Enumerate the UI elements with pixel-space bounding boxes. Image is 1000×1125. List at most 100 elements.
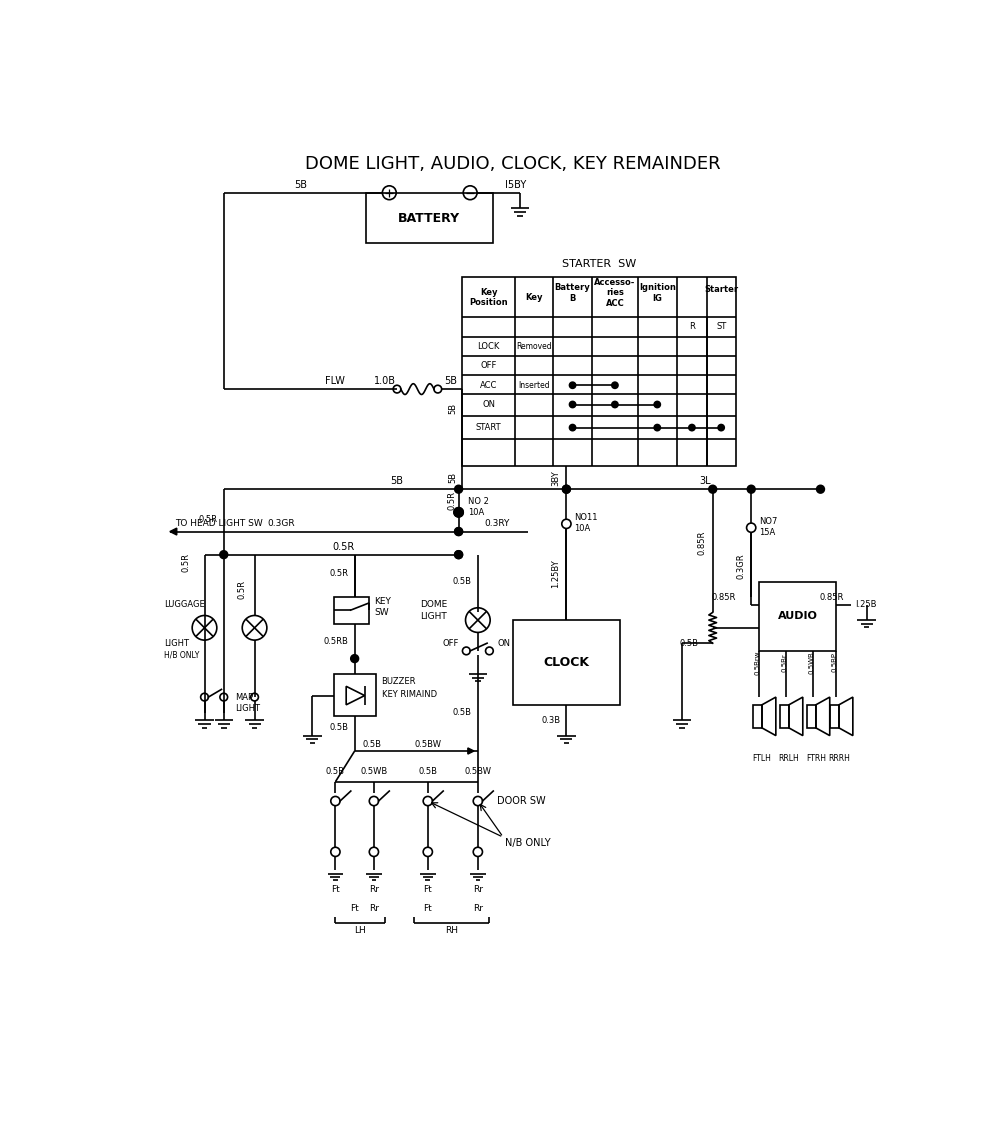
Text: LH: LH bbox=[354, 926, 366, 935]
Text: 0.5Brw: 0.5Brw bbox=[754, 650, 760, 675]
Text: N/B ONLY: N/B ONLY bbox=[505, 838, 550, 848]
Text: Rr: Rr bbox=[473, 904, 483, 914]
Text: 0.5B: 0.5B bbox=[362, 740, 381, 749]
Text: 0.5BP: 0.5BP bbox=[831, 652, 837, 673]
Circle shape bbox=[718, 424, 724, 431]
Text: STARTER  SW: STARTER SW bbox=[562, 259, 636, 269]
Text: 10A: 10A bbox=[574, 524, 590, 533]
Text: Ft: Ft bbox=[423, 885, 432, 894]
Text: FTLH: FTLH bbox=[753, 754, 771, 763]
Text: 0.5RB: 0.5RB bbox=[324, 637, 348, 646]
Text: DOOR SW: DOOR SW bbox=[497, 796, 546, 806]
Text: I5BY: I5BY bbox=[505, 180, 526, 190]
Polygon shape bbox=[468, 748, 474, 754]
Text: KEY RIMAIND: KEY RIMAIND bbox=[382, 690, 437, 699]
Text: LIGHT: LIGHT bbox=[235, 704, 260, 713]
Text: 0.85R: 0.85R bbox=[819, 593, 844, 602]
Bar bbox=[334, 674, 376, 717]
Text: NO 2: NO 2 bbox=[468, 497, 489, 506]
Text: LUGGAGE: LUGGAGE bbox=[164, 601, 205, 610]
Text: 3BY: 3BY bbox=[551, 470, 560, 486]
Text: 0.5R: 0.5R bbox=[329, 569, 348, 578]
Text: Inserted: Inserted bbox=[518, 380, 550, 389]
Text: Battery
B: Battery B bbox=[555, 284, 590, 303]
Text: Rr: Rr bbox=[369, 885, 379, 894]
Text: Rr: Rr bbox=[473, 885, 483, 894]
Circle shape bbox=[817, 485, 824, 493]
Circle shape bbox=[563, 485, 570, 493]
Text: 0.5WB: 0.5WB bbox=[808, 651, 814, 674]
Text: 0.5R: 0.5R bbox=[238, 579, 247, 598]
Text: 0.3RY: 0.3RY bbox=[484, 520, 510, 529]
Circle shape bbox=[220, 551, 228, 558]
Text: 0.3GR: 0.3GR bbox=[268, 520, 295, 529]
Text: Ignition
IG: Ignition IG bbox=[639, 284, 676, 303]
Text: 5B: 5B bbox=[390, 477, 404, 486]
Text: ACC: ACC bbox=[480, 380, 497, 389]
Text: 10A: 10A bbox=[468, 507, 484, 516]
Text: Key
Position: Key Position bbox=[469, 288, 508, 307]
Text: KEY: KEY bbox=[374, 597, 391, 606]
Text: 5B: 5B bbox=[294, 180, 307, 190]
Text: 0.5R: 0.5R bbox=[447, 492, 456, 511]
Text: I.25B: I.25B bbox=[855, 601, 877, 610]
Text: 0.85R: 0.85R bbox=[711, 593, 736, 602]
Circle shape bbox=[654, 402, 660, 407]
Bar bbox=[366, 192, 493, 243]
Text: FTRH: FTRH bbox=[806, 754, 826, 763]
Circle shape bbox=[455, 551, 462, 558]
Bar bbox=[807, 704, 816, 728]
Bar bbox=[830, 704, 839, 728]
Bar bbox=[512, 620, 620, 704]
Polygon shape bbox=[170, 528, 177, 536]
Circle shape bbox=[455, 485, 462, 493]
Text: 0.5B: 0.5B bbox=[329, 723, 348, 732]
Text: 0.5B: 0.5B bbox=[418, 766, 437, 775]
Text: Removed: Removed bbox=[516, 342, 552, 351]
Circle shape bbox=[612, 382, 618, 388]
Text: 5B: 5B bbox=[448, 472, 457, 484]
Text: START: START bbox=[476, 423, 501, 432]
Text: 1.0B: 1.0B bbox=[374, 377, 396, 386]
Circle shape bbox=[569, 382, 576, 388]
Text: RRRH: RRRH bbox=[828, 754, 850, 763]
Text: 15A: 15A bbox=[759, 528, 775, 537]
Circle shape bbox=[689, 424, 695, 431]
Text: 3L: 3L bbox=[699, 477, 711, 486]
Text: MAP: MAP bbox=[235, 693, 253, 702]
Circle shape bbox=[454, 507, 463, 516]
Text: AUDIO: AUDIO bbox=[777, 611, 817, 621]
Text: RRLH: RRLH bbox=[779, 754, 799, 763]
Text: 0.3B: 0.3B bbox=[541, 716, 560, 724]
Text: DOME LIGHT, AUDIO, CLOCK, KEY REMAINDER: DOME LIGHT, AUDIO, CLOCK, KEY REMAINDER bbox=[305, 155, 720, 173]
Text: 0.5Br: 0.5Br bbox=[781, 654, 787, 672]
Text: FLW: FLW bbox=[325, 377, 345, 386]
Text: TO HEAD LIGHT SW: TO HEAD LIGHT SW bbox=[175, 520, 263, 529]
Circle shape bbox=[569, 402, 576, 407]
Text: ON: ON bbox=[497, 639, 510, 648]
Text: 0.5R: 0.5R bbox=[332, 542, 354, 552]
Text: 0.5R: 0.5R bbox=[182, 552, 191, 572]
Text: OFF: OFF bbox=[442, 639, 459, 648]
Text: 0.5B: 0.5B bbox=[680, 639, 699, 648]
Text: ST: ST bbox=[716, 322, 726, 331]
Bar bbox=[759, 582, 836, 651]
Circle shape bbox=[455, 528, 462, 536]
Text: 5B: 5B bbox=[448, 403, 457, 414]
Text: 0.5B: 0.5B bbox=[453, 708, 472, 717]
Text: LIGHT: LIGHT bbox=[420, 612, 447, 621]
Text: H/B ONLY: H/B ONLY bbox=[164, 650, 200, 659]
Circle shape bbox=[709, 485, 717, 493]
Circle shape bbox=[455, 528, 462, 536]
Text: 5B: 5B bbox=[444, 377, 457, 386]
Text: DOME: DOME bbox=[420, 601, 447, 610]
Text: LIGHT: LIGHT bbox=[164, 639, 189, 648]
Text: NO7: NO7 bbox=[759, 518, 777, 526]
Text: CLOCK: CLOCK bbox=[543, 656, 589, 669]
Text: Key: Key bbox=[525, 292, 543, 302]
Text: SW: SW bbox=[374, 608, 389, 616]
Text: 1.25BY: 1.25BY bbox=[551, 559, 560, 588]
Bar bbox=[753, 704, 762, 728]
Text: ON: ON bbox=[482, 400, 495, 410]
Text: 0.5R: 0.5R bbox=[199, 515, 218, 524]
